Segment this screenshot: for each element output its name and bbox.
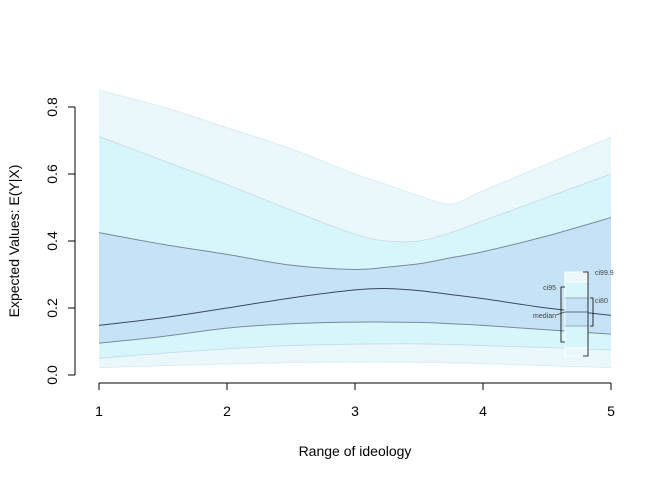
line-median <box>98 288 612 326</box>
x-tick-label-0: 1 <box>95 403 103 419</box>
y-axis-title: Expected Values: E(Y|X) <box>6 165 22 318</box>
x-tick-label-4: 5 <box>607 403 615 419</box>
x-tick-label-1: 2 <box>223 403 231 419</box>
legend-bracket-ci80 <box>590 297 594 327</box>
axes: 1 2 3 4 5 0.0 0.2 0.4 0.6 0.8 <box>44 97 615 419</box>
legend: ci95 median ci99.9 ci80 <box>533 270 614 357</box>
legend-median-pointer <box>555 311 566 316</box>
y-tick-label-1: 0.2 <box>44 298 60 318</box>
legend-label-ci999: ci99.9 <box>595 270 614 277</box>
line-ci95-lower <box>98 343 612 359</box>
legend-bracket-ci95 <box>560 286 565 343</box>
band-ci80 <box>99 217 611 344</box>
ci-lines <box>98 89 612 369</box>
legend-label-ci80: ci80 <box>595 298 608 305</box>
x-axis-title: Range of ideology <box>299 443 412 459</box>
ci-bands <box>99 90 611 368</box>
x-tick-label-3: 4 <box>479 403 487 419</box>
y-tick-label-2: 0.4 <box>44 231 60 251</box>
legend-label-median: median <box>533 313 556 320</box>
line-ci80-upper <box>98 217 612 271</box>
line-ci95-upper <box>98 136 612 243</box>
x-tick-label-2: 3 <box>351 403 359 419</box>
y-tick-label-0: 0.0 <box>44 365 60 385</box>
y-tick-label-3: 0.6 <box>44 164 60 184</box>
line-ci999-upper <box>98 89 612 205</box>
line-ci80-lower <box>98 321 612 344</box>
y-tick-label-4: 0.8 <box>44 97 60 117</box>
legend-bracket-ci999 <box>583 271 589 357</box>
line-ci999-lower <box>98 361 612 369</box>
legend-label-ci95: ci95 <box>543 285 556 292</box>
